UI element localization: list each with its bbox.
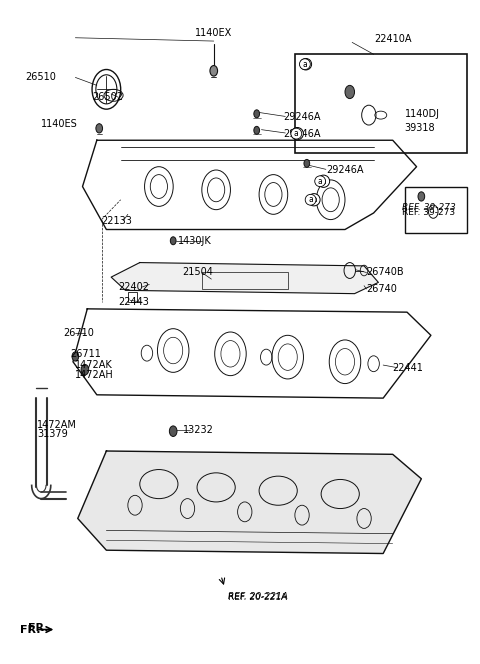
Text: 26740B: 26740B bbox=[366, 268, 404, 278]
Circle shape bbox=[304, 159, 310, 167]
Circle shape bbox=[418, 192, 425, 201]
Text: 1472AH: 1472AH bbox=[75, 370, 114, 380]
Text: 31379: 31379 bbox=[37, 430, 68, 440]
Circle shape bbox=[72, 352, 79, 361]
Polygon shape bbox=[78, 451, 421, 554]
Text: 26711: 26711 bbox=[71, 349, 101, 359]
Text: 29246A: 29246A bbox=[283, 129, 321, 139]
Text: 1140DJ: 1140DJ bbox=[405, 109, 440, 119]
Text: REF. 39-273: REF. 39-273 bbox=[402, 203, 456, 212]
Polygon shape bbox=[111, 262, 378, 293]
Circle shape bbox=[254, 110, 260, 118]
Circle shape bbox=[210, 66, 217, 76]
Bar bbox=[128, 292, 137, 302]
Text: 26510: 26510 bbox=[25, 72, 56, 82]
Circle shape bbox=[345, 86, 355, 98]
Circle shape bbox=[169, 426, 177, 436]
Text: 22443: 22443 bbox=[118, 297, 149, 307]
Text: a: a bbox=[302, 60, 307, 68]
Circle shape bbox=[81, 365, 89, 375]
Text: 29246A: 29246A bbox=[326, 165, 363, 175]
Text: 22410A: 22410A bbox=[374, 35, 411, 44]
Text: a: a bbox=[294, 129, 299, 138]
Text: 1472AM: 1472AM bbox=[37, 420, 77, 430]
Text: REF. 20-221A: REF. 20-221A bbox=[228, 592, 288, 601]
Text: 22402: 22402 bbox=[118, 282, 149, 292]
Circle shape bbox=[96, 124, 103, 133]
Text: FR.: FR. bbox=[28, 623, 48, 633]
Text: 13232: 13232 bbox=[183, 425, 214, 435]
Text: a: a bbox=[311, 195, 317, 205]
Text: REF. 39-273: REF. 39-273 bbox=[402, 208, 455, 216]
Text: FR.: FR. bbox=[21, 625, 41, 635]
Circle shape bbox=[254, 126, 260, 134]
Circle shape bbox=[170, 237, 176, 245]
Text: REF. 20-221A: REF. 20-221A bbox=[228, 594, 287, 602]
Text: 1140ES: 1140ES bbox=[41, 119, 78, 129]
Text: a: a bbox=[303, 60, 309, 68]
Polygon shape bbox=[73, 309, 431, 398]
Text: a: a bbox=[308, 195, 313, 205]
Bar bbox=[405, 187, 467, 233]
Text: 22133: 22133 bbox=[102, 216, 132, 226]
Text: 26710: 26710 bbox=[63, 328, 94, 339]
Text: a: a bbox=[295, 129, 300, 138]
Text: 22441: 22441 bbox=[393, 363, 423, 373]
Text: 1472AK: 1472AK bbox=[75, 360, 113, 370]
Text: 1140EX: 1140EX bbox=[195, 28, 232, 38]
Bar bbox=[202, 272, 288, 289]
Text: 21504: 21504 bbox=[183, 268, 214, 278]
Text: 1430JK: 1430JK bbox=[178, 236, 212, 246]
Polygon shape bbox=[83, 140, 417, 230]
Text: 39318: 39318 bbox=[405, 124, 435, 133]
Bar bbox=[295, 54, 467, 153]
Text: 26740: 26740 bbox=[366, 284, 397, 294]
Text: 29246A: 29246A bbox=[283, 112, 321, 122]
Text: a: a bbox=[321, 177, 326, 186]
Text: a: a bbox=[318, 177, 323, 186]
Text: 26502: 26502 bbox=[92, 92, 123, 102]
